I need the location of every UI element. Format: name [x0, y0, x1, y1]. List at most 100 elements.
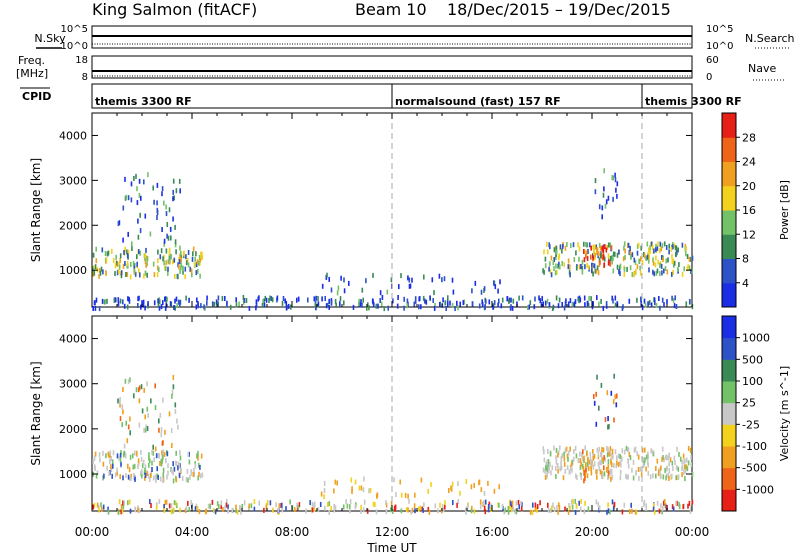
- range-cell: [611, 499, 614, 505]
- range-cell: [140, 456, 143, 462]
- range-cell: [671, 253, 673, 259]
- range-cell: [548, 242, 550, 248]
- colorbar-swatch: [722, 282, 736, 308]
- range-cell: [349, 508, 351, 514]
- range-cell: [499, 279, 501, 285]
- range-cell: [158, 499, 161, 505]
- range-cell: [652, 451, 655, 457]
- range-cell: [311, 501, 314, 507]
- range-cell: [584, 472, 586, 478]
- range-cell: [162, 449, 164, 455]
- range-cell: [611, 255, 613, 260]
- range-cell: [609, 451, 611, 457]
- range-cell: [595, 391, 597, 397]
- range-cell: [144, 270, 147, 276]
- range-cell: [621, 448, 624, 454]
- range-cell: [113, 297, 116, 303]
- range-cell: [583, 470, 585, 476]
- range-cell: [119, 402, 121, 408]
- range-cell: [248, 305, 251, 311]
- range-cell: [644, 447, 646, 453]
- range-cell: [123, 303, 126, 309]
- range-cell: [351, 489, 353, 495]
- range-cell: [602, 447, 605, 453]
- range-cell: [148, 473, 150, 479]
- range-cell: [687, 446, 690, 451]
- range-cell: [130, 475, 132, 481]
- range-cell: [602, 192, 605, 198]
- range-cell: [583, 257, 586, 263]
- range-cell: [627, 447, 630, 453]
- range-cell: [396, 303, 399, 309]
- range-cell: [94, 451, 97, 457]
- range-cell: [122, 475, 124, 481]
- range-cell: [538, 295, 540, 301]
- range-cell: [144, 305, 146, 311]
- range-cell: [441, 503, 444, 509]
- range-cell: [616, 181, 619, 187]
- range-cell: [184, 266, 187, 272]
- range-cell: [605, 303, 608, 309]
- range-cell: [587, 506, 590, 512]
- range-cell: [128, 499, 131, 505]
- range-cell: [156, 210, 159, 215]
- range-cell: [654, 262, 657, 268]
- range-cell: [171, 468, 173, 474]
- range-cell: [632, 475, 635, 481]
- range-cell: [565, 298, 567, 304]
- range-cell: [671, 473, 673, 479]
- range-cell: [690, 269, 692, 274]
- range-cell: [95, 473, 98, 479]
- range-cell: [424, 298, 426, 304]
- range-cell: [98, 507, 100, 513]
- range-cell: [229, 304, 232, 310]
- range-cell: [661, 509, 663, 515]
- range-cell: [146, 381, 148, 387]
- range-cell: [406, 298, 409, 304]
- range-cell: [128, 467, 131, 473]
- range-cell: [614, 449, 617, 455]
- range-cell: [116, 467, 118, 473]
- range-cell: [587, 302, 590, 308]
- range-cell: [583, 509, 586, 515]
- range-cell: [497, 302, 499, 308]
- range-cell: [162, 256, 164, 262]
- range-cell: [106, 251, 109, 257]
- range-cell: [580, 461, 582, 467]
- range-cell: [575, 265, 578, 271]
- range-cell: [278, 503, 281, 509]
- range-cell: [393, 477, 395, 483]
- range-cell: [605, 301, 608, 306]
- range-cell: [112, 450, 115, 456]
- range-cell: [379, 298, 381, 303]
- range-cell: [139, 272, 141, 278]
- range-cell: [443, 276, 446, 282]
- range-cell: [165, 211, 168, 217]
- range-cell: [463, 299, 466, 305]
- range-cell: [603, 168, 605, 174]
- range-cell: [133, 472, 135, 478]
- range-cell: [609, 509, 611, 515]
- range-cell: [134, 507, 137, 513]
- range-cell: [127, 474, 130, 480]
- range-cell: [492, 304, 494, 310]
- range-cell: [609, 446, 612, 451]
- range-cell: [562, 475, 565, 481]
- range-cell: [326, 272, 328, 278]
- range-cell: [354, 504, 357, 510]
- range-cell: [164, 296, 167, 302]
- range-cell: [563, 451, 565, 457]
- range-cell: [644, 457, 646, 463]
- range-cell: [166, 296, 168, 302]
- range-cell: [691, 471, 694, 477]
- range-cell: [120, 461, 122, 467]
- range-cell: [598, 204, 601, 210]
- range-cell: [123, 500, 125, 506]
- range-cell: [217, 301, 219, 307]
- freq-tick-bottom: 8: [82, 72, 88, 83]
- range-cell: [126, 249, 128, 255]
- range-cell: [174, 305, 176, 311]
- range-cell: [603, 471, 606, 477]
- range-cell: [569, 464, 572, 470]
- range-cell: [377, 303, 379, 309]
